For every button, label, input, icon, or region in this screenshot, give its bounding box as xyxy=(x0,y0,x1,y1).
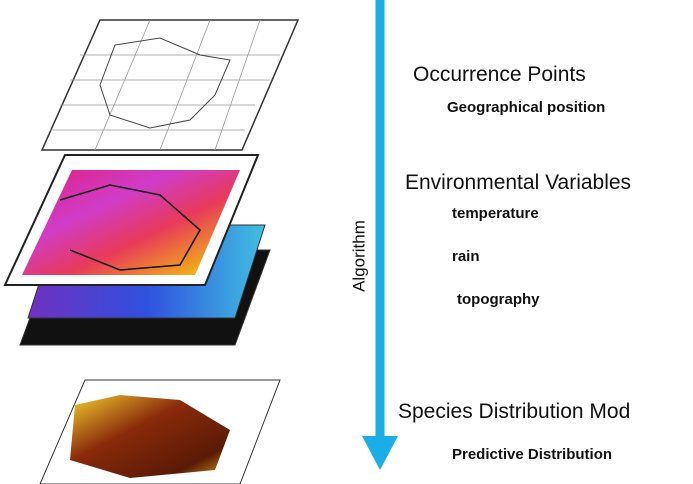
section-item: temperature xyxy=(452,205,539,222)
region-outline xyxy=(59,184,201,271)
section-title: Species Distribution Mod xyxy=(398,400,630,423)
grid xyxy=(50,19,280,151)
region-outline xyxy=(99,37,231,129)
section-item: Geographical position xyxy=(447,99,605,116)
section-item: Predictive Distribution xyxy=(452,446,612,463)
occurrence-layer xyxy=(40,19,300,151)
temperature-layer xyxy=(22,170,240,275)
section-item: rain xyxy=(452,248,480,265)
section-item: topography xyxy=(457,291,540,308)
algorithm-label: Algorithm xyxy=(349,220,368,292)
section-title: Environmental Variables xyxy=(405,171,631,194)
prediction-layer xyxy=(70,395,230,478)
section-title: Occurrence Points xyxy=(413,63,586,86)
map-layers xyxy=(3,19,300,484)
arrow-head xyxy=(362,436,398,470)
